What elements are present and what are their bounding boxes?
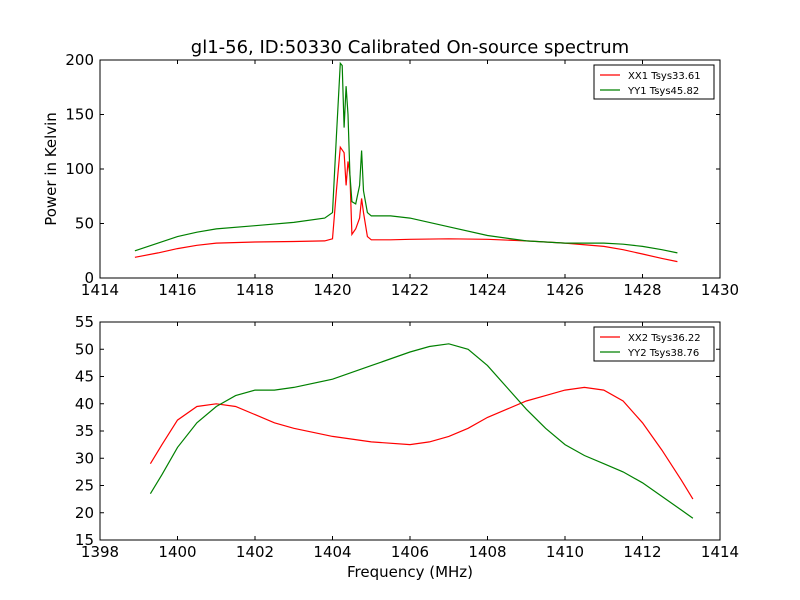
y-tick-label: 55 (75, 313, 94, 331)
y-tick-label: 25 (75, 477, 94, 495)
x-tick-label: 1428 (623, 281, 661, 299)
x-tick-label: 1414 (81, 281, 119, 299)
y-tick-label: 50 (75, 215, 94, 233)
spectrum-panel-top: 1414 1416 1418 1420 1422 1424 1426 1428 1430 0 50 1… (42, 51, 739, 299)
x-tick-label: 1404 (313, 543, 351, 561)
y-tick-label: 45 (75, 368, 94, 386)
y-tick-label: 35 (75, 422, 94, 440)
series-line-2 (134, 61, 678, 254)
x-tick-label: 1416 (158, 281, 196, 299)
x-tick-label: 1418 (236, 281, 274, 299)
y-tick-label: 150 (65, 106, 94, 124)
legend-label-2: YY2 Tsys38.76 (627, 348, 699, 359)
y-tick-label: 30 (75, 449, 94, 467)
y-tick-label: 20 (75, 504, 94, 522)
x-tick-label: 1412 (623, 543, 661, 561)
legend-box (593, 326, 715, 362)
legend-label-1: XX1 Tsys33.61 (628, 71, 701, 82)
x-tick-label: 1430 (701, 281, 739, 299)
x-tick-label: 1422 (391, 281, 429, 299)
y-tick-label: 0 (84, 269, 94, 287)
figure-title: gl1-56, ID:50330 Calibrated On-source sp… (191, 37, 629, 58)
x-tick-label: 1420 (313, 281, 351, 299)
legend-label-2: YY1 Tsys45.82 (627, 86, 699, 97)
y-tick-label: 200 (65, 51, 94, 69)
legend-label-1: XX2 Tsys36.22 (628, 333, 701, 344)
series-line-2 (149, 343, 694, 519)
x-tick-label: 1402 (236, 543, 274, 561)
y-tick-label: 15 (75, 531, 94, 549)
x-tick-label: 1414 (701, 543, 739, 561)
x-tick-label: 1398 (81, 543, 119, 561)
x-tick-label: 1424 (468, 281, 506, 299)
y-tick-label: 50 (75, 340, 94, 358)
legend-box (593, 64, 715, 100)
x-axis-label: Frequency (MHz) (347, 563, 473, 581)
x-tick-label: 1426 (546, 281, 584, 299)
series-line-1 (149, 386, 694, 500)
legend: XX1 Tsys33.61 YY1 Tsys45.82 (593, 64, 715, 100)
spectrum-panel-bottom: 1398 1400 1402 1404 1406 1408 1410 1412 1414 15 20… (75, 313, 739, 581)
y-tick-label: 40 (75, 395, 94, 413)
x-tick-label: 1410 (546, 543, 584, 561)
y-axis-label: Power in Kelvin (42, 112, 60, 226)
x-tick-label: 1408 (468, 543, 506, 561)
legend: XX2 Tsys36.22 YY2 Tsys38.76 (593, 326, 715, 362)
x-tick-label: 1406 (391, 543, 429, 561)
y-tick-label: 100 (65, 160, 94, 178)
x-tick-label: 1400 (158, 543, 196, 561)
